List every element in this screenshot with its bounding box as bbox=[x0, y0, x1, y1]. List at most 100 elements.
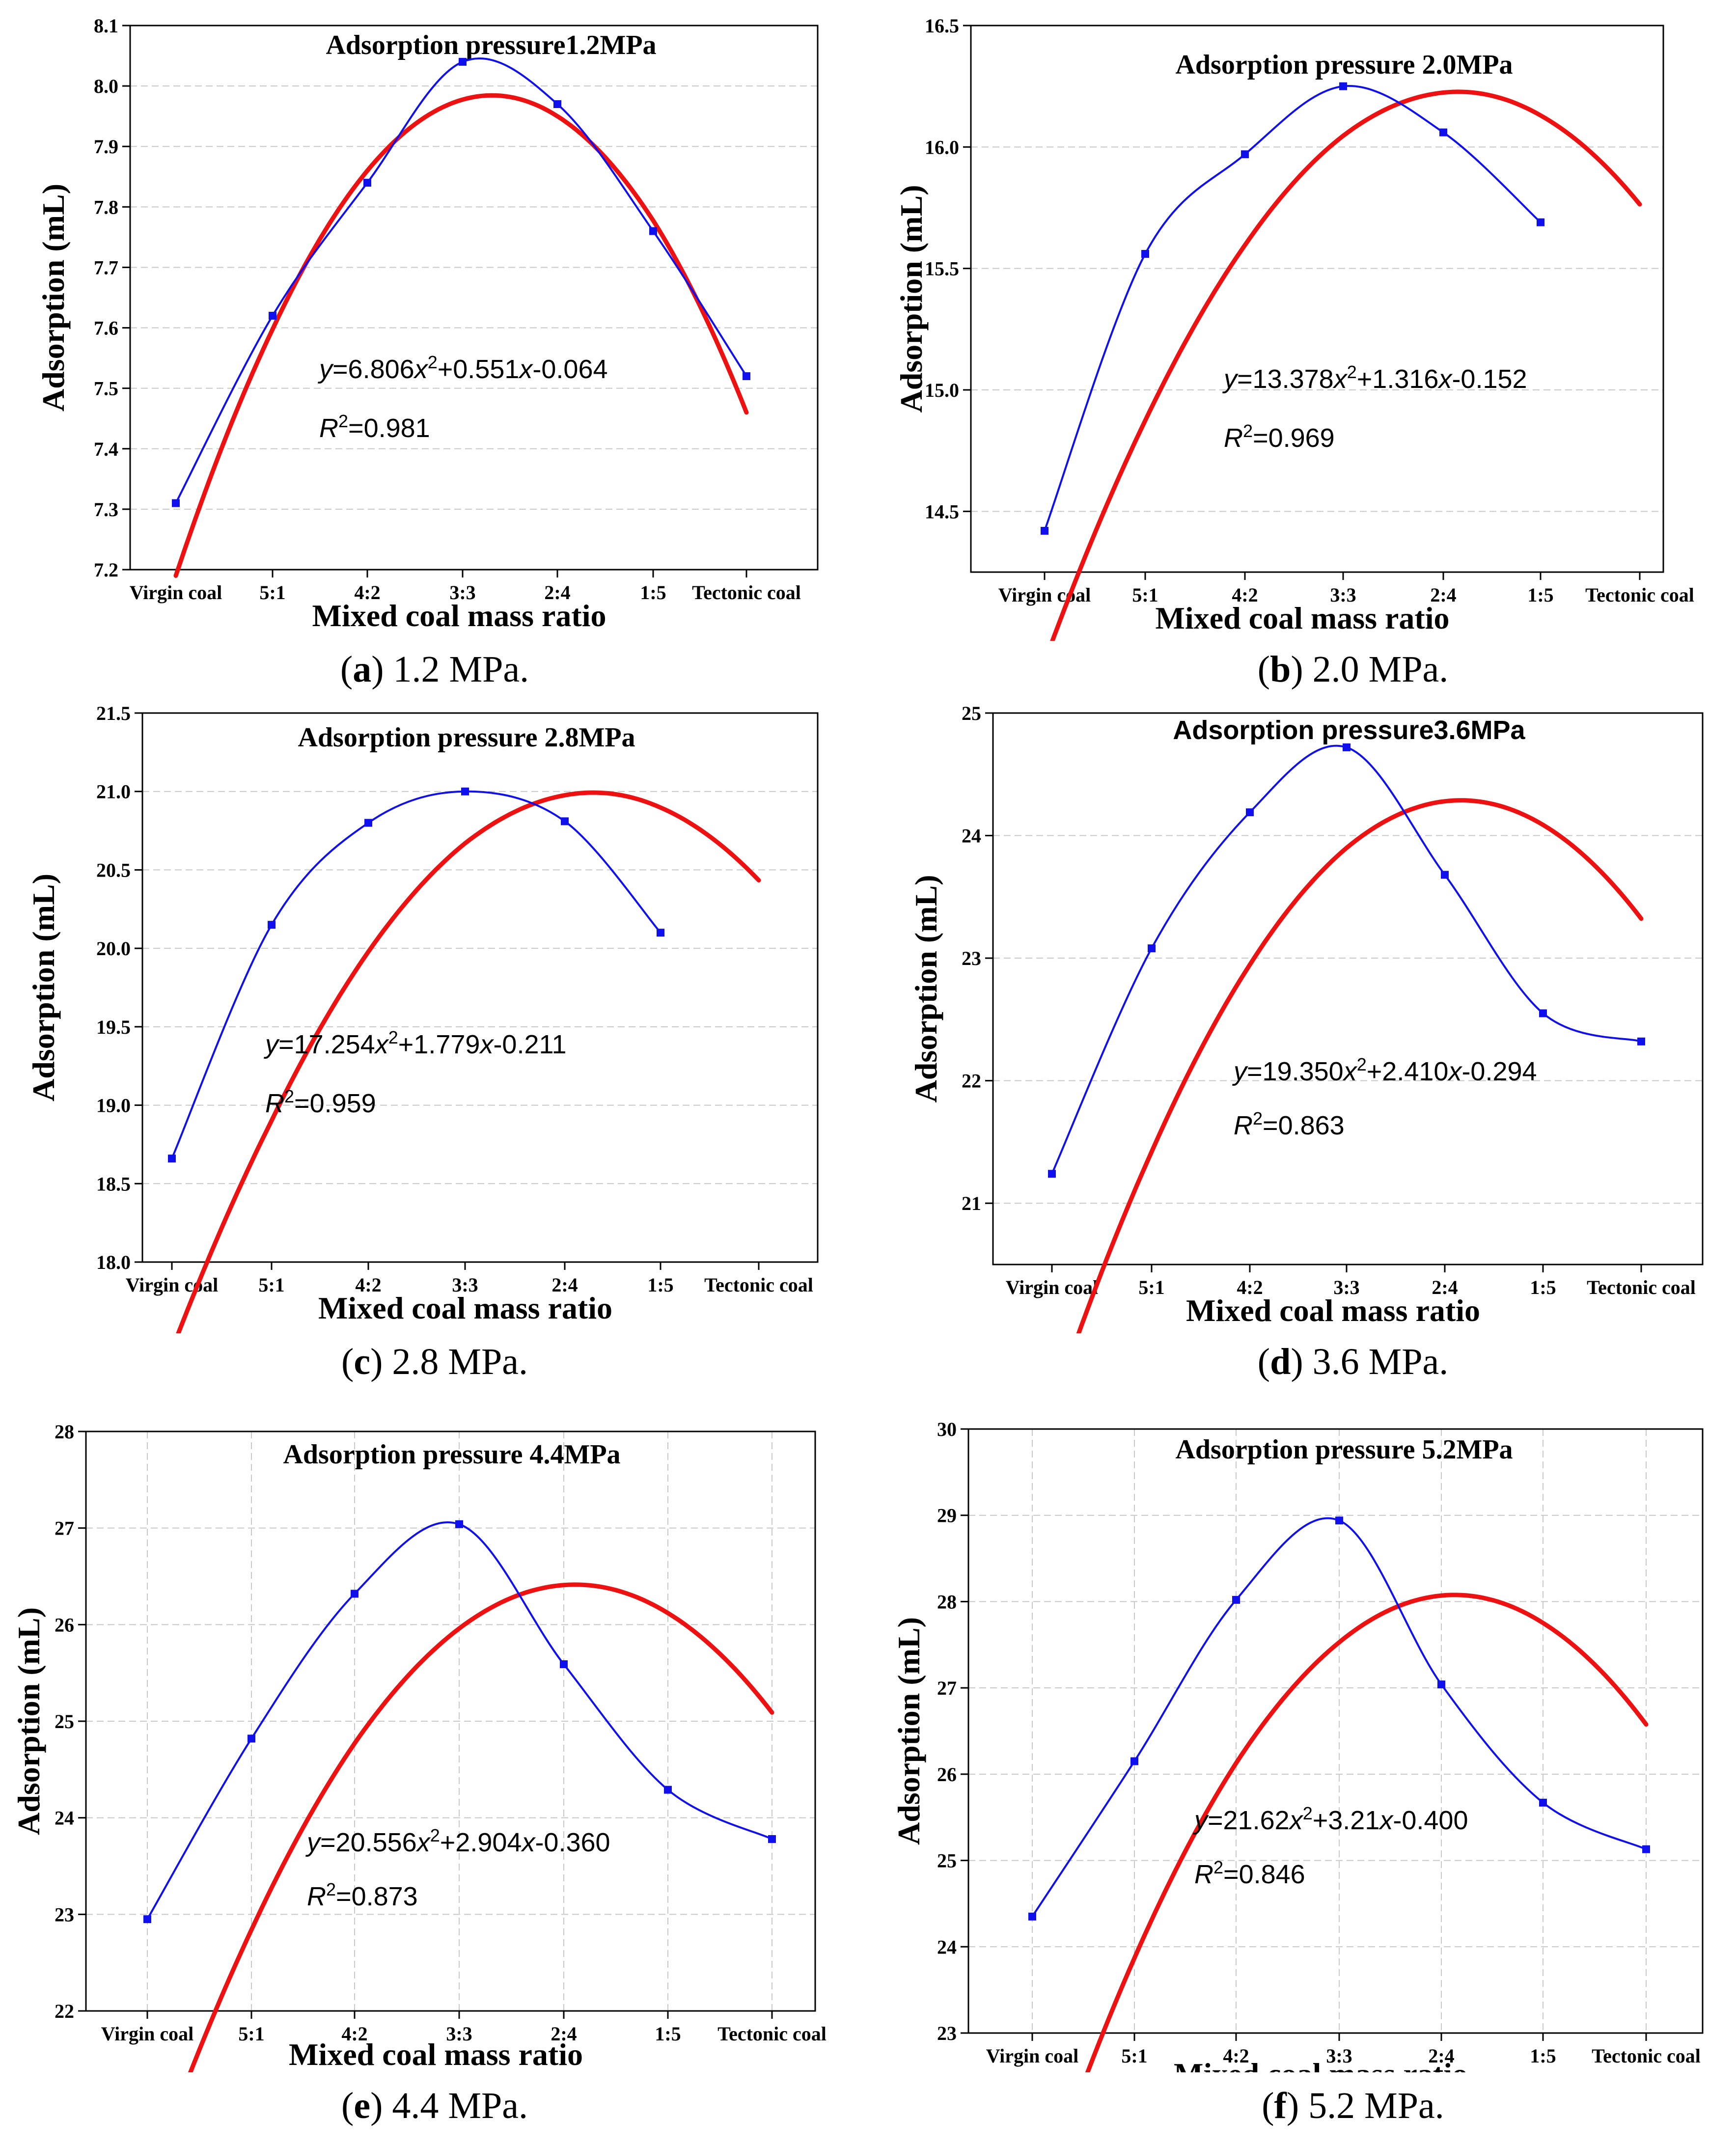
data-point bbox=[1246, 808, 1254, 817]
fit-equation: y=17.254x2+1.779x-0.211 bbox=[263, 1027, 567, 1060]
y-tick-label: 16.0 bbox=[925, 136, 959, 158]
data-point bbox=[1339, 82, 1347, 90]
y-tick-label: 15.5 bbox=[925, 258, 959, 280]
y-tick-label: 21 bbox=[962, 1192, 981, 1214]
data-point bbox=[743, 372, 750, 381]
fit-equation: y=21.62x2+3.21x-0.400 bbox=[1192, 1803, 1468, 1836]
x-tick-label: Tectonic coal bbox=[692, 581, 801, 604]
data-point bbox=[768, 1835, 776, 1843]
r2-equals: = bbox=[294, 1089, 310, 1118]
y-axis-label: Adsorption (mL) bbox=[894, 185, 929, 412]
data-point bbox=[455, 1520, 463, 1528]
x-tick-label: 5:1 bbox=[1121, 2045, 1147, 2067]
y-tick-label: 30 bbox=[937, 1418, 957, 1440]
y-tick-label: 23 bbox=[962, 947, 981, 969]
r-squared: R2=0.846 bbox=[1194, 1857, 1305, 1890]
x-tick-label: Tectonic coal bbox=[1585, 584, 1694, 606]
r2-value: 0.846 bbox=[1239, 1860, 1305, 1889]
r-squared: R2=0.981 bbox=[319, 411, 430, 443]
fit-curve bbox=[188, 1582, 774, 2072]
x-tick-label: 3:3 bbox=[452, 1274, 478, 1296]
equation-coef-c: 0.294 bbox=[1470, 1057, 1537, 1086]
y-axis-label: Adsorption (mL) bbox=[26, 874, 61, 1101]
chart-panel-f: 23 24 25 26 27 28 29 30 Virgin coal 5:1 4:2 3:3 2:4 1… bbox=[891, 1418, 1704, 2072]
y-tick-label: 22 bbox=[962, 1070, 981, 1092]
r2-symbol: R bbox=[1234, 1111, 1253, 1140]
x-axis-label: Mixed coal mass ratio bbox=[1156, 601, 1450, 635]
equation-coef-c: 0.211 bbox=[502, 1030, 566, 1059]
x-tick-label: 2:4 bbox=[1432, 1276, 1458, 1298]
y-tick-label: 19.5 bbox=[96, 1016, 131, 1038]
equation-minus: - bbox=[535, 1828, 544, 1857]
chart-title: Adsorption pressure 5.2MPa bbox=[1175, 1434, 1513, 1465]
equation-exponent: 2 bbox=[430, 1825, 440, 1845]
y-tick-label: 15.0 bbox=[925, 379, 959, 401]
data-point bbox=[1048, 1170, 1056, 1178]
equation-x: x bbox=[518, 355, 533, 384]
y-tick-label: 25 bbox=[937, 1850, 957, 1872]
equation-equals: = bbox=[1208, 1806, 1223, 1835]
equation-equals: = bbox=[278, 1030, 294, 1059]
x-tick-label: Tectonic coal bbox=[704, 1274, 813, 1296]
data-point bbox=[1343, 743, 1350, 751]
r-squared: R2=0.873 bbox=[307, 1879, 418, 1912]
y-tick-label: 28 bbox=[937, 1591, 957, 1613]
equation-y: y bbox=[305, 1828, 322, 1857]
x-tick-label: 2:4 bbox=[1428, 2045, 1454, 2067]
data-point bbox=[1232, 1595, 1240, 1604]
equation-coef-a: 21.62 bbox=[1223, 1806, 1290, 1835]
y-tick-label: 7.6 bbox=[94, 317, 118, 339]
r2-symbol: R bbox=[265, 1089, 284, 1118]
equation-coef-c: 0.360 bbox=[544, 1828, 610, 1857]
equation-x: x bbox=[1342, 1057, 1358, 1086]
plot-frame bbox=[970, 25, 1664, 573]
x-tick-label: Virgin coal bbox=[998, 584, 1091, 606]
equation-minus: - bbox=[1393, 1806, 1402, 1835]
x-tick-label: 5:1 bbox=[258, 1274, 284, 1296]
x-tick-label: 3:3 bbox=[446, 2023, 472, 2045]
r2-value: 0.863 bbox=[1278, 1111, 1345, 1140]
data-point bbox=[459, 57, 467, 66]
equation-exponent: 2 bbox=[388, 1027, 398, 1047]
equation-coef-b: 3.21 bbox=[1328, 1806, 1379, 1835]
equation-coef-a: 17.254 bbox=[294, 1030, 375, 1059]
data-point bbox=[1439, 128, 1447, 137]
x-tick-label: Virgin coal bbox=[986, 2045, 1079, 2067]
data-point bbox=[168, 1155, 176, 1163]
r2-equals: = bbox=[1263, 1111, 1278, 1140]
y-tick-label: 8.0 bbox=[94, 75, 118, 97]
x-tick-label: Virgin coal bbox=[130, 581, 222, 604]
r2-value: 0.959 bbox=[310, 1089, 376, 1118]
fit-curve bbox=[1076, 798, 1644, 1333]
y-axis-label: Adsorption (mL) bbox=[36, 184, 71, 412]
y-tick-label: 20.0 bbox=[96, 937, 131, 960]
data-point bbox=[351, 1590, 358, 1598]
r2-symbol: R bbox=[1194, 1860, 1213, 1889]
x-tick-label: 1:5 bbox=[655, 2023, 681, 2045]
data-point bbox=[1130, 1757, 1138, 1765]
x-tick-label: 1:5 bbox=[1530, 2045, 1556, 2067]
equation-x: x bbox=[1332, 364, 1348, 394]
measured-curve bbox=[175, 57, 747, 504]
y-tick-label: 20.5 bbox=[96, 859, 131, 881]
plot-frame bbox=[967, 1428, 1704, 2034]
equation-x: x bbox=[520, 1828, 536, 1857]
r-squared: R2=0.969 bbox=[1224, 421, 1335, 453]
x-tick-label: 5:1 bbox=[1138, 1276, 1164, 1298]
x-axis-label: Mixed coal mass ratio bbox=[318, 1291, 612, 1325]
y-tick-label: 18.5 bbox=[96, 1173, 131, 1195]
data-point bbox=[269, 311, 276, 320]
x-tick-label: 4:2 bbox=[354, 581, 380, 604]
equation-x: x bbox=[374, 1030, 389, 1059]
x-tick-label: Tectonic coal bbox=[1587, 1276, 1696, 1298]
equation-plus: + bbox=[1367, 1057, 1382, 1086]
y-tick-label: 18.0 bbox=[96, 1251, 131, 1273]
equation-exponent: 2 bbox=[1303, 1803, 1313, 1823]
fit-curve bbox=[1050, 89, 1642, 641]
y-tick-label: 21.0 bbox=[96, 781, 131, 803]
measured-curve bbox=[171, 790, 661, 1159]
data-point bbox=[1241, 150, 1249, 159]
x-tick-label: Virgin coal bbox=[101, 2023, 194, 2045]
